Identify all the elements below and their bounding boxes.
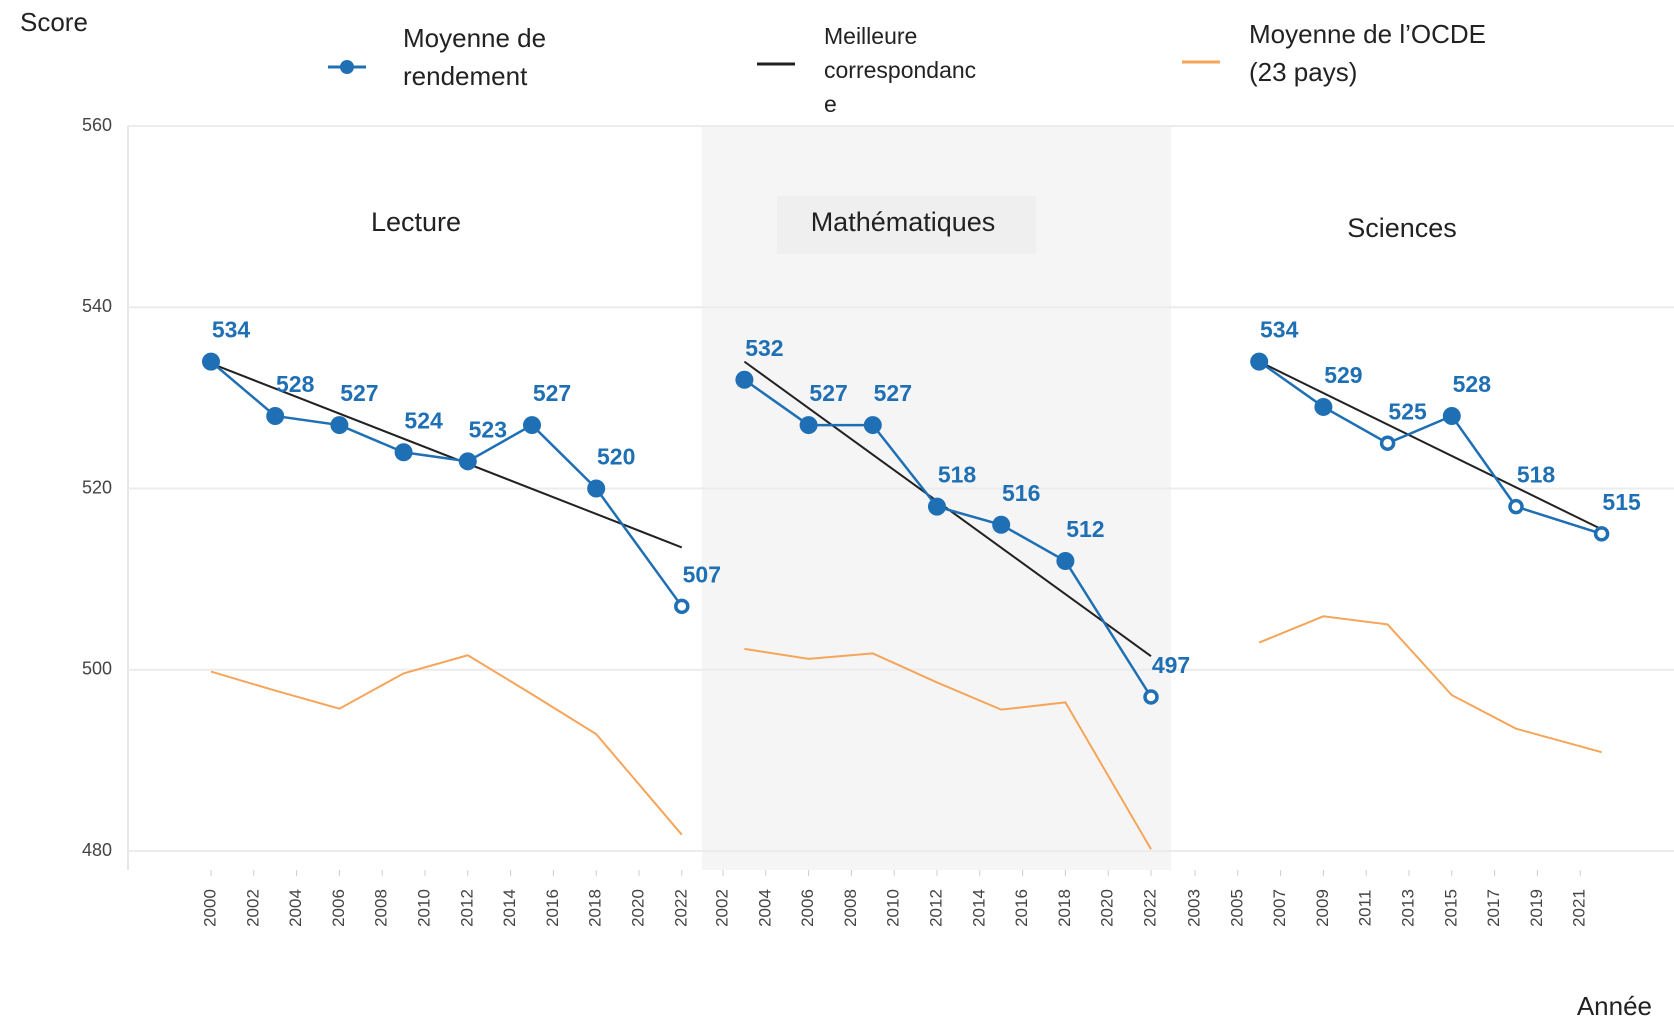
data-point xyxy=(1593,526,1610,542)
data-label: 534 xyxy=(1260,317,1299,343)
x-tick-label: 2017 xyxy=(1484,889,1503,927)
data-point xyxy=(1379,435,1396,451)
x-tick-label: 2010 xyxy=(414,889,433,927)
x-tick-label: 2006 xyxy=(798,889,817,927)
series-line xyxy=(744,647,1152,850)
data-point xyxy=(1314,397,1333,416)
data-label: 518 xyxy=(938,462,977,488)
x-tick-label: 2018 xyxy=(1055,889,1074,927)
data-label: 515 xyxy=(1602,489,1641,515)
panel-title: Sciences xyxy=(1347,213,1457,243)
x-tick-label: 2008 xyxy=(841,889,860,927)
data-point xyxy=(1250,352,1269,371)
data-label: 528 xyxy=(276,371,315,397)
x-tick-label: 2012 xyxy=(457,889,476,927)
data-label: 527 xyxy=(533,380,571,406)
data-point xyxy=(928,497,946,516)
y-tick-label: 500 xyxy=(82,659,112,679)
data-point xyxy=(863,416,882,435)
series-line xyxy=(210,654,683,836)
y-tick-label: 520 xyxy=(82,477,112,497)
data-label: 527 xyxy=(340,380,378,406)
data-point xyxy=(1056,552,1075,570)
x-tick-label: 2002 xyxy=(712,889,731,927)
data-label: 527 xyxy=(874,380,912,406)
x-tick-label: 2008 xyxy=(372,889,391,927)
data-label: 497 xyxy=(1152,652,1190,678)
y-tick-label: 540 xyxy=(82,296,112,316)
data-label: 528 xyxy=(1453,371,1492,397)
x-tick-label: 2004 xyxy=(286,889,305,927)
legend-label: Moyenne de l’OCDE (23 pays) xyxy=(1249,19,1486,87)
legend-swatch xyxy=(340,60,354,74)
data-point xyxy=(202,352,220,371)
data-label: 507 xyxy=(683,561,721,587)
x-tick-label: 2015 xyxy=(1441,889,1460,927)
x-tick-label: 2016 xyxy=(1012,889,1031,927)
x-tick-label: 2016 xyxy=(543,889,562,927)
data-point xyxy=(394,443,413,462)
x-tick-label: 2012 xyxy=(926,889,945,927)
data-label: 529 xyxy=(1324,362,1362,388)
x-tick-label: 2022 xyxy=(671,889,690,927)
x-tick-label: 2013 xyxy=(1398,889,1417,927)
data-point xyxy=(1508,498,1524,515)
data-point xyxy=(674,598,690,615)
data-label: 525 xyxy=(1388,398,1427,424)
data-point xyxy=(992,515,1011,534)
x-tick-label: 2004 xyxy=(755,889,774,927)
data-label: 518 xyxy=(1517,462,1556,488)
x-tick-label: 2014 xyxy=(969,889,988,927)
series-line xyxy=(1258,360,1603,531)
y-tick-label: 560 xyxy=(82,115,112,135)
x-tick-label: 2020 xyxy=(1098,889,1117,927)
data-label: 527 xyxy=(809,380,847,406)
data-label: 532 xyxy=(745,335,783,361)
data-point xyxy=(1442,407,1461,425)
x-tick-label: 2014 xyxy=(500,889,519,927)
x-tick-label: 2011 xyxy=(1356,890,1375,927)
panel-title: Lecture xyxy=(371,207,461,237)
x-tick-label: 2010 xyxy=(884,889,903,927)
x-tick-label: 2020 xyxy=(628,889,647,927)
data-point xyxy=(799,416,818,435)
x-tick-label: 2022 xyxy=(1140,889,1159,927)
x-tick-label: 2002 xyxy=(243,889,262,927)
data-label: 524 xyxy=(404,407,443,433)
data-label: 534 xyxy=(212,317,251,343)
data-label: 512 xyxy=(1066,516,1104,542)
data-label: 520 xyxy=(597,444,635,470)
x-tick-label: 2019 xyxy=(1527,889,1546,927)
x-tick-label: 2000 xyxy=(200,889,219,927)
data-label: 523 xyxy=(469,416,507,442)
data-point xyxy=(330,416,349,435)
x-tick-label: 2018 xyxy=(586,889,605,927)
data-point xyxy=(266,407,285,425)
legend-label: Moyenne de rendement xyxy=(403,23,547,91)
data-point xyxy=(458,452,477,471)
title-background xyxy=(777,196,1036,254)
x-tick-label: 2005 xyxy=(1227,889,1246,927)
series-line xyxy=(1258,615,1602,754)
data-label: 516 xyxy=(1002,480,1040,506)
series-line xyxy=(1258,360,1602,536)
x-tick-label: 2021 xyxy=(1570,889,1589,927)
panel-title: Mathématiques xyxy=(811,207,996,237)
x-axis-label: Année xyxy=(1577,991,1652,1021)
x-tick-label: 2007 xyxy=(1270,889,1289,927)
y-tick-label: 480 xyxy=(82,840,112,860)
y-axis-label: Score xyxy=(20,7,88,37)
series-line xyxy=(210,362,683,549)
x-tick-label: 2009 xyxy=(1313,889,1332,927)
data-point xyxy=(1143,689,1159,705)
x-tick-label: 2006 xyxy=(329,889,348,927)
data-point xyxy=(587,479,606,498)
series-line xyxy=(210,360,683,608)
data-point xyxy=(523,416,541,435)
data-point xyxy=(735,370,754,389)
x-tick-label: 2003 xyxy=(1184,889,1203,927)
legend-label: Meilleure correspondance xyxy=(824,23,977,117)
